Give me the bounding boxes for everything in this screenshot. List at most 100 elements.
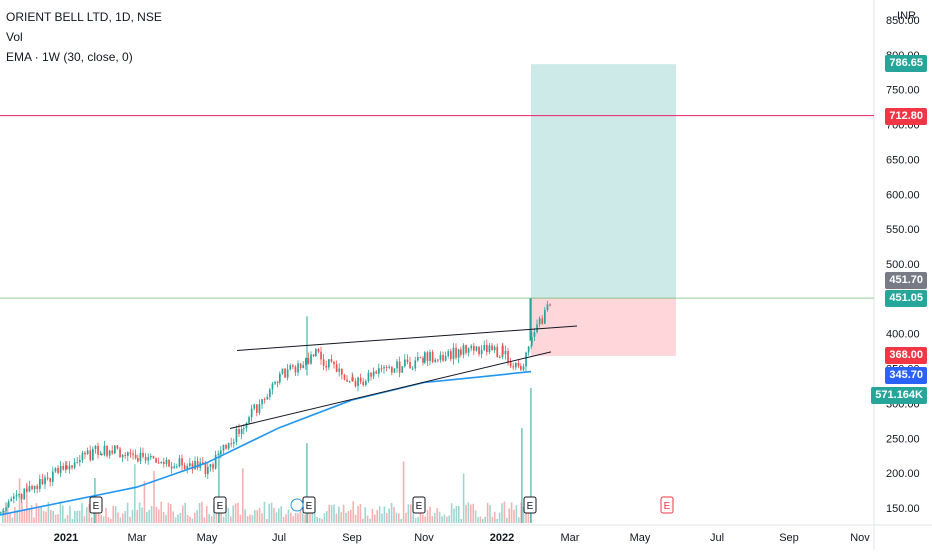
volume-bar: [266, 518, 268, 523]
candle-body: [59, 466, 62, 473]
volume-bar: [402, 461, 405, 523]
volume-bar: [124, 511, 126, 523]
candle-body: [101, 454, 103, 456]
volume-bar: [215, 508, 218, 523]
candle-body: [81, 452, 84, 461]
earnings-marker[interactable]: E: [523, 496, 537, 514]
ema-legend[interactable]: EMA · 1W (30, close, 0): [6, 50, 133, 64]
volume-bar: [496, 518, 498, 523]
earnings-marker[interactable]: E: [412, 496, 426, 514]
volume-bar: [4, 511, 6, 523]
candle-body: [271, 383, 274, 390]
volume-bar: [498, 512, 501, 523]
volume-bar: [328, 504, 330, 523]
volume-bar: [285, 514, 287, 523]
candle-body: [383, 367, 385, 369]
volume-bar: [268, 503, 270, 523]
x-tick-label: Sep: [342, 532, 362, 544]
earnings-marker[interactable]: E: [660, 496, 674, 514]
volume-bar: [198, 503, 201, 523]
volume-bar: [174, 517, 177, 523]
volume-bar: [62, 505, 64, 523]
candle-body: [414, 360, 417, 369]
volume-bar: [494, 511, 496, 523]
volume-bar: [474, 510, 477, 523]
candle-body: [507, 350, 509, 363]
volume-bar: [196, 510, 198, 523]
candle-body: [230, 443, 233, 445]
candle-body: [28, 486, 31, 492]
candle-body: [62, 466, 65, 470]
volume-bar: [472, 503, 474, 523]
volume-bar: [503, 501, 506, 523]
candle-body: [150, 456, 152, 458]
candle-body: [417, 357, 419, 361]
candle-body: [73, 462, 76, 468]
candle-body: [422, 357, 424, 363]
volume-bar: [460, 518, 462, 523]
volume-bar: [270, 502, 273, 523]
volume-bar: [2, 508, 4, 523]
volume-bar: [388, 508, 390, 523]
earnings-marker[interactable]: E: [89, 496, 103, 514]
volume-bar: [98, 510, 100, 523]
candle-body: [370, 372, 372, 377]
volume-bar: [515, 505, 518, 523]
volume-bar: [506, 517, 508, 523]
x-tick-label: Nov: [414, 532, 434, 544]
candle-body: [20, 494, 23, 500]
volume-bar: [23, 509, 26, 523]
resistance-price-label: 712.80: [885, 108, 927, 125]
volume-bar: [138, 502, 141, 523]
x-tick-label: May: [630, 532, 651, 544]
candle-body: [359, 377, 362, 382]
y-tick-label: 750.00: [886, 85, 920, 97]
candle-body: [431, 351, 434, 362]
candle-body: [281, 368, 284, 374]
candle-body: [437, 359, 439, 361]
earnings-marker[interactable]: E: [213, 496, 227, 514]
volume-bar: [489, 505, 491, 523]
candle-body: [279, 373, 281, 383]
y-tick-label: 400.00: [886, 329, 920, 341]
volume-bar: [114, 506, 117, 523]
volume-bar: [345, 512, 347, 523]
candle-body: [160, 461, 163, 464]
volume-bar: [213, 504, 215, 523]
volume-bar: [208, 514, 210, 523]
volume-bar: [184, 502, 186, 523]
volume-bar: [52, 510, 54, 523]
x-tick-label: Mar: [561, 532, 580, 544]
volume-bar: [450, 503, 453, 523]
volume-bar: [246, 516, 249, 523]
volume-bar: [479, 516, 482, 523]
candle-body: [343, 374, 346, 380]
candle-body: [289, 365, 292, 370]
volume-bar: [47, 501, 50, 523]
candle-body: [462, 345, 465, 355]
volume-bar: [299, 509, 302, 523]
candle-body: [486, 344, 488, 353]
volume-bar: [383, 506, 386, 523]
earnings-marker[interactable]: E: [302, 496, 316, 514]
volume-bar: [86, 507, 88, 523]
volume-bar: [155, 506, 158, 523]
symbol-title[interactable]: ORIENT BELL LTD, 1D, NSE: [6, 10, 162, 24]
candle-body: [250, 408, 253, 418]
candle-body: [328, 359, 330, 368]
volume-value-label: 571.164K: [871, 387, 927, 404]
volume-bar: [59, 501, 62, 523]
candle-body: [546, 304, 549, 310]
y-tick-label: 650.00: [886, 154, 920, 166]
volume-bar: [76, 510, 78, 523]
volume-bar: [249, 514, 251, 523]
volume-bar: [366, 515, 369, 523]
candle-body: [36, 485, 39, 489]
candle-body: [240, 428, 243, 434]
candle-body: [54, 468, 57, 472]
volume-bar: [525, 505, 527, 523]
volume-legend[interactable]: Vol: [6, 30, 23, 44]
candle-body: [465, 345, 467, 353]
